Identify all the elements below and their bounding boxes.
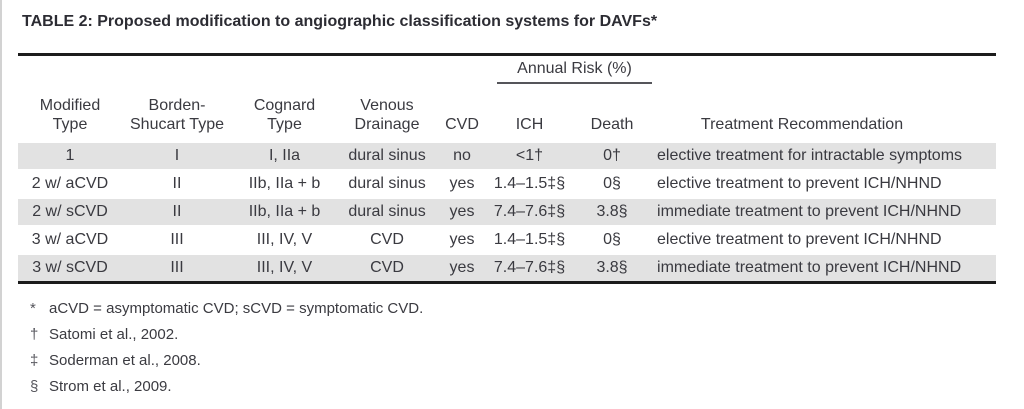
column-header-cvd: CVD [445,116,479,133]
cell-cognard-type: III, IV, V [232,225,337,255]
footnotes: * aCVD = asymptomatic CVD; sCVD = symptom… [30,296,1024,400]
footnote-text: aCVD = asymptomatic CVD; sCVD = symptoma… [49,299,424,317]
footnote: † Satomi et al., 2002. [30,322,1024,348]
column-header-ich: ICH [515,116,544,133]
cell-cognard-type: IIb, IIa + b [232,169,337,199]
cell-cvd: yes [437,253,487,283]
cell-death-risk: 0§ [572,169,653,199]
table-header: Annual Risk (%) Modified Type Borden- Sh… [18,55,997,142]
cell-borden-shucart-type: III [122,253,232,283]
spacer-cell [652,55,996,85]
table-row: 3 w/ sCVD III III, IV, V CVD yes 7.4–7.6… [18,253,997,283]
cell-borden-shucart-type: II [122,197,232,227]
cell-modified-type: 1 [18,141,122,171]
footnote-symbol: ‡ [30,351,39,369]
annual-risk-header-row: Annual Risk (%) [18,55,996,85]
footnote: ‡ Soderman et al., 2008. [30,348,1024,374]
cell-treatment-recommendation: elective treatment to prevent ICH/NHND [652,225,997,255]
spacer-cell [18,55,487,85]
cell-treatment-recommendation: elective treatment to prevent ICH/NHND [652,169,997,199]
table-title: TABLE 2: Proposed modification to angiog… [22,13,658,30]
cell-modified-type: 2 w/ aCVD [18,169,122,199]
cell-venous-drainage: CVD [337,225,437,255]
cell-cvd: yes [437,197,487,227]
column-header-venous-drainage: Venous Drainage [354,97,420,133]
cell-venous-drainage: dural sinus [337,169,437,199]
cell-cognard-type: III, IV, V [232,253,337,283]
annual-risk-cell: Annual Risk (%) [487,55,653,85]
cell-venous-drainage: CVD [337,253,437,283]
footnote-text: Strom et al., 2009. [49,377,172,395]
cell-ich-risk: 1.4–1.5‡§ [487,225,572,255]
table-row: 2 w/ sCVD II IIb, IIa + b dural sinus ye… [18,197,997,227]
table-row: 1 I I, IIa dural sinus no <1† 0† electiv… [18,141,997,171]
cell-cvd: yes [437,169,487,199]
cell-death-risk: 3.8§ [572,253,653,283]
footnote: * aCVD = asymptomatic CVD; sCVD = symptom… [30,296,1024,322]
footnote-symbol: † [30,325,39,343]
footnote-text: Satomi et al., 2002. [49,325,179,343]
cell-venous-drainage: dural sinus [337,141,437,171]
table-row: 2 w/ aCVD II IIb, IIa + b dural sinus ye… [18,169,997,199]
cell-death-risk: 3.8§ [572,197,653,227]
footnote-symbol: § [30,377,39,395]
column-header-treatment-recommendation: Treatment Recommendation [700,116,904,133]
table-row: 3 w/ aCVD III III, IV, V CVD yes 1.4–1.5… [18,225,997,255]
classification-table: Annual Risk (%) Modified Type Borden- Sh… [18,53,997,284]
cell-cognard-type: I, IIa [232,141,337,171]
cell-borden-shucart-type: III [122,225,232,255]
column-header-borden-shucart-type: Borden- Shucart Type [130,97,224,133]
footnote-symbol: * [30,299,36,317]
cell-ich-risk: <1† [487,141,572,171]
cell-venous-drainage: dural sinus [337,197,437,227]
column-header-modified-type: Modified Type [39,97,101,133]
column-header-row: Modified Type Borden- Shucart Type Cogna… [18,84,996,142]
table-body: 1 I I, IIa dural sinus no <1† 0† electiv… [18,141,997,283]
column-header-cognard-type: Cognard Type [253,97,316,133]
cell-ich-risk: 7.4–7.6‡§ [487,253,572,283]
column-header-death: Death [590,116,634,133]
cell-cognard-type: IIb, IIa + b [232,197,337,227]
cell-death-risk: 0† [572,141,653,171]
cell-modified-type: 2 w/ sCVD [18,197,122,227]
cell-modified-type: 3 w/ sCVD [18,253,122,283]
cell-modified-type: 3 w/ aCVD [18,225,122,255]
footnote-text: Soderman et al., 2008. [49,351,201,369]
cell-borden-shucart-type: I [122,141,232,171]
cell-ich-risk: 7.4–7.6‡§ [487,197,572,227]
footnote: § Strom et al., 2009. [30,374,1024,400]
annual-risk-label: Annual Risk (%) [497,57,653,84]
cell-borden-shucart-type: II [122,169,232,199]
cell-ich-risk: 1.4–1.5‡§ [487,169,572,199]
cell-treatment-recommendation: elective treatment for intractable sympt… [652,141,997,171]
cell-cvd: yes [437,225,487,255]
cell-cvd: no [437,141,487,171]
cell-treatment-recommendation: immediate treatment to prevent ICH/NHND [652,197,997,227]
cell-treatment-recommendation: immediate treatment to prevent ICH/NHND [652,253,997,283]
cell-death-risk: 0§ [572,225,653,255]
